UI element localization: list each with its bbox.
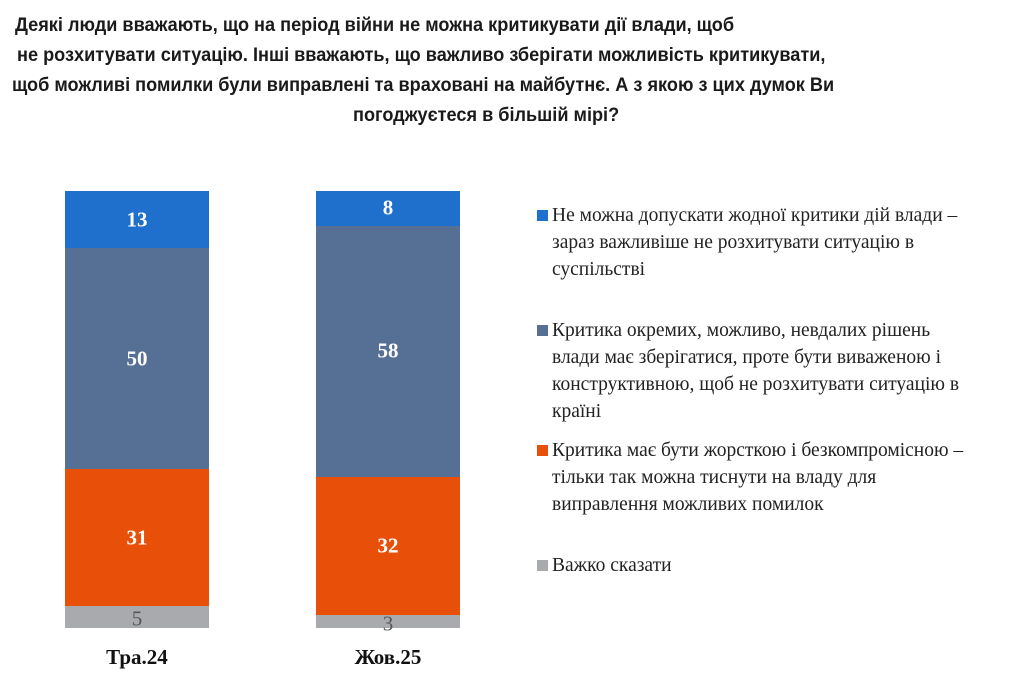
category-label: Жов.25 [354, 645, 422, 669]
data-label: 32 [377, 533, 399, 558]
bar-segment [65, 248, 209, 470]
bar-segment [65, 469, 209, 606]
chart-title-line-2: не розхитувати ситуацію. Інші вважають, … [17, 44, 826, 66]
legend-swatch [537, 210, 548, 221]
legend-swatch [537, 560, 548, 571]
data-label: 3 [382, 611, 394, 635]
data-label: 31 [126, 525, 148, 549]
bar-stack: 8 58 32 3 [316, 191, 460, 635]
bar-segment [316, 615, 460, 628]
bar-segment [316, 476, 460, 616]
chart-title-line-1: Деякі люди вважають, що на період війни … [15, 14, 735, 36]
bar-segment [65, 605, 209, 628]
data-label: 13 [126, 207, 148, 232]
chart-title-line-4: погоджуєтеся в більшій мірі? [353, 104, 620, 126]
data-label: 5 [131, 606, 143, 631]
bar-stack: 13 50 31 5 [65, 191, 209, 631]
bar-segment [65, 191, 209, 249]
data-label: 50 [126, 346, 148, 371]
legend-swatch [537, 445, 548, 456]
bar-segment [316, 191, 460, 226]
legend-label: Важко сказати [552, 555, 672, 576]
chart-title-line-3: щоб можливі помилки були виправлені та в… [12, 74, 835, 96]
data-label: 8 [382, 195, 394, 220]
legend-swatch [537, 325, 548, 336]
legend-label: Критика окремих, можливо, невдалих рішен… [552, 320, 960, 422]
data-label: 58 [377, 338, 399, 363]
category-label: Тра.24 [106, 645, 168, 669]
legend-label: Не можна допускати жодної критики дій вл… [552, 205, 958, 280]
legend-label: Критика має бути жорсткою і безкомпроміс… [552, 440, 964, 515]
bar-segment [316, 225, 460, 477]
